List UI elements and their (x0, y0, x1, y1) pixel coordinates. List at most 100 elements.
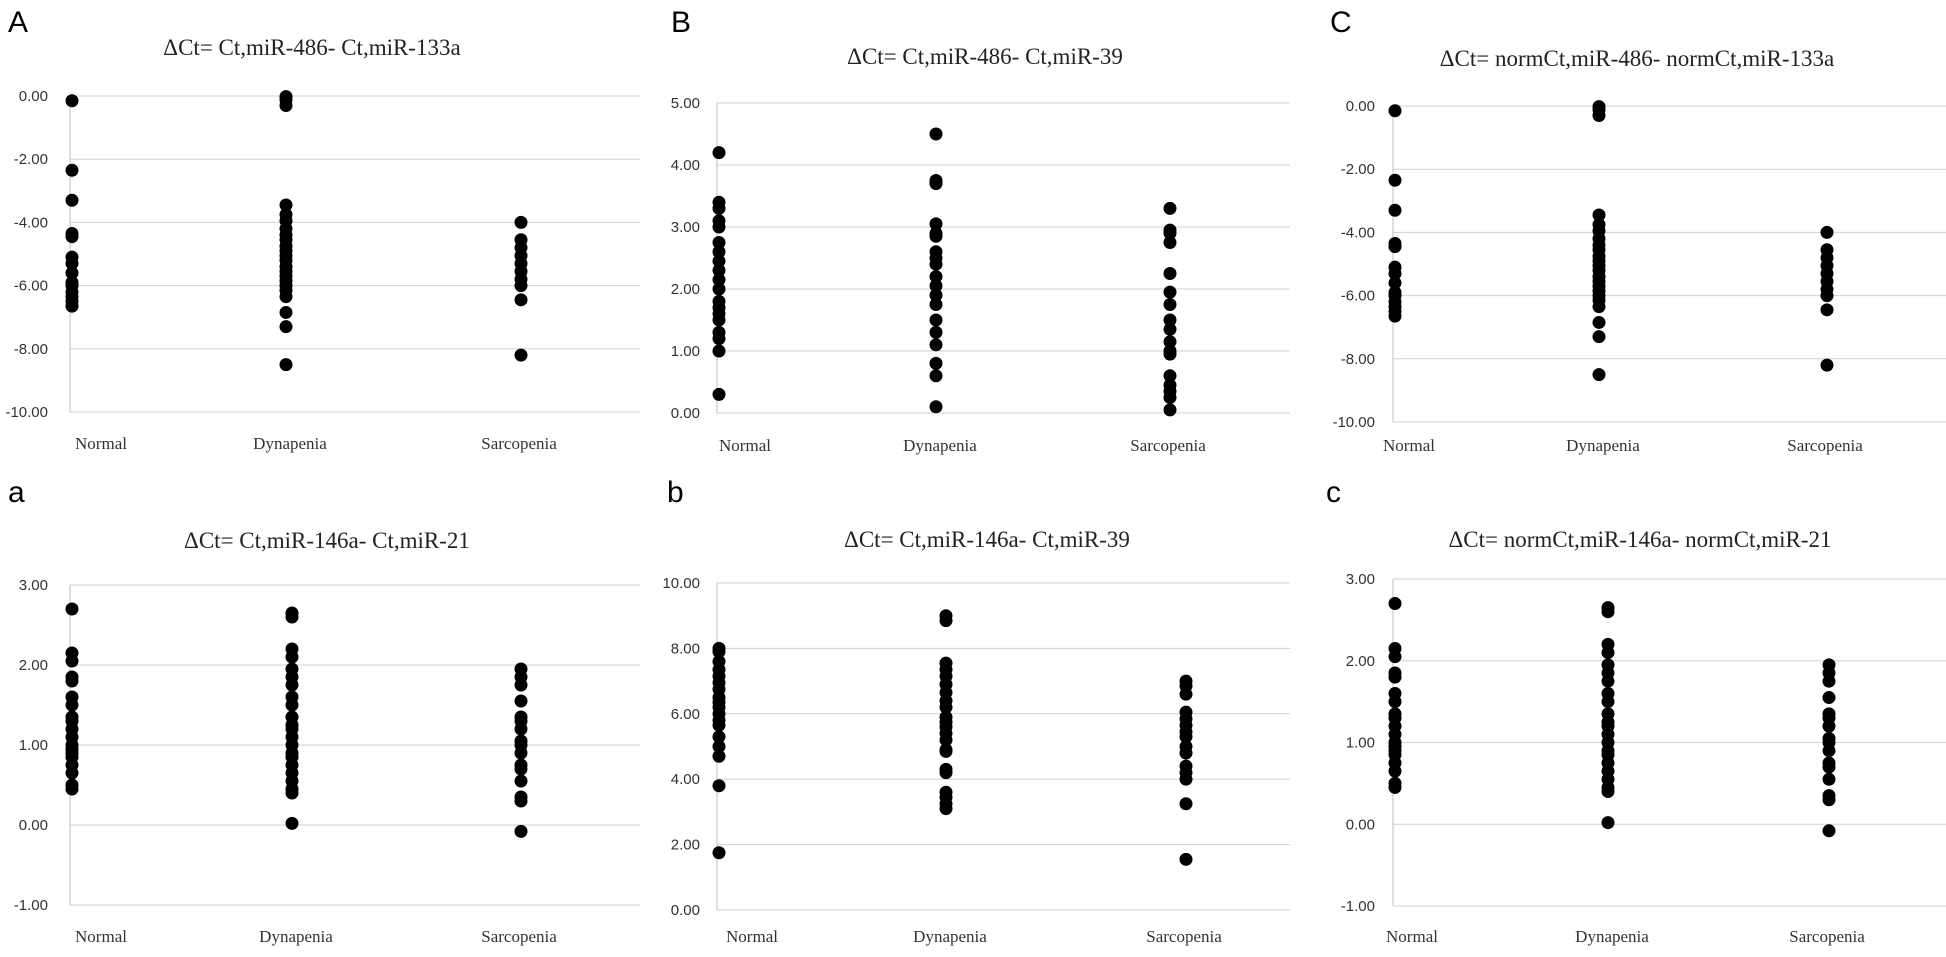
data-point (1822, 674, 1836, 688)
data-point (1388, 203, 1402, 217)
data-point (929, 313, 943, 327)
data-point (1601, 816, 1615, 830)
data-point (65, 782, 79, 796)
data-point (929, 400, 943, 414)
data-point (712, 245, 726, 259)
data-point (712, 387, 726, 401)
data-point (929, 338, 943, 352)
data-point (712, 236, 726, 249)
y-tick-label: 0.00 (1346, 98, 1375, 115)
data-point (1601, 605, 1615, 619)
data-point (1388, 266, 1402, 280)
data-point (712, 220, 726, 234)
data-point (712, 313, 726, 327)
x-category-label: Sarcopenia (481, 434, 557, 453)
data-point (279, 358, 293, 372)
data-point (1822, 824, 1836, 838)
data-point (285, 698, 299, 712)
panel-letter: a (8, 476, 25, 509)
panel-letter: C (1330, 6, 1352, 39)
chart-title: ΔCt= Ct,miR-486- Ct,miR-39 (847, 44, 1123, 69)
x-category-label: Dynapenia (903, 436, 977, 455)
data-point (712, 344, 726, 358)
data-point (1592, 315, 1606, 329)
y-tick-label: -1.00 (1341, 898, 1375, 915)
data-point (1163, 285, 1177, 299)
data-point (1822, 760, 1836, 774)
data-point (1163, 298, 1177, 311)
data-point (712, 846, 726, 860)
data-point (939, 733, 953, 747)
data-point (1388, 650, 1402, 664)
data-point (712, 730, 726, 744)
data-point (279, 290, 293, 304)
x-category-label: Normal (75, 927, 127, 946)
y-tick-label: 0.00 (671, 902, 700, 919)
data-point (514, 824, 528, 838)
y-tick-label: 1.00 (671, 343, 700, 360)
data-point (514, 678, 528, 692)
x-category-label: Dynapenia (253, 434, 327, 453)
data-point (929, 298, 943, 311)
data-point (514, 348, 528, 362)
y-tick-label: 0.00 (19, 88, 48, 105)
chart-title: ΔCt= Ct,miR-146a- Ct,miR-21 (184, 528, 470, 553)
y-tick-label: -8.00 (14, 341, 48, 358)
data-point (712, 146, 726, 160)
y-tick-label: -2.00 (14, 151, 48, 168)
data-point (1163, 226, 1177, 240)
data-point (514, 215, 528, 229)
y-tick-label: 5.00 (671, 95, 700, 112)
data-point (929, 288, 943, 302)
data-point (65, 163, 79, 177)
data-point (514, 694, 528, 708)
y-tick-label: -1.00 (14, 897, 48, 914)
data-point (1822, 719, 1836, 733)
data-point (1388, 104, 1402, 118)
data-point (1163, 369, 1177, 383)
data-point (929, 279, 943, 293)
data-point (1601, 695, 1615, 709)
data-point (1820, 358, 1834, 372)
x-category-label: Sarcopenia (1130, 436, 1206, 455)
data-point (1163, 267, 1177, 280)
data-point (1163, 347, 1177, 361)
data-point (939, 802, 953, 816)
data-point (1822, 793, 1836, 807)
chart-panel-A: A ΔCt= Ct,miR-486- Ct,miR-133a 0.00 -2.00 -4… (5, 6, 640, 453)
data-point (1820, 225, 1834, 239)
data-point (514, 279, 528, 293)
data-point (1822, 691, 1836, 705)
chart-panel-a: a ΔCt= Ct,miR-146a- Ct,miR-21 3.00 2.00 1.00… (8, 476, 640, 946)
data-point (514, 293, 528, 307)
data-point (712, 254, 726, 268)
chart-panel-c: c ΔCt= normCt,miR-146a- normCt,miR-21 3.00… (1326, 476, 1946, 946)
data-point (1601, 674, 1615, 688)
y-tick-label: 2.00 (19, 657, 48, 674)
data-point (1388, 670, 1402, 684)
chart-title: ΔCt= Ct,miR-486- Ct,miR-133a (163, 35, 460, 60)
y-tick-label: 0.00 (19, 817, 48, 834)
y-tick-label: 0.00 (1346, 816, 1375, 833)
data-point (1820, 289, 1834, 303)
y-tick-label: 3.00 (671, 219, 700, 236)
data-point (279, 305, 293, 319)
data-point (1601, 785, 1615, 799)
data-point (712, 740, 726, 753)
data-point (939, 766, 953, 780)
data-point (1163, 322, 1177, 336)
data-point (65, 94, 79, 108)
y-tick-label: 3.00 (1346, 571, 1375, 588)
data-point (1592, 330, 1606, 344)
data-point (1163, 313, 1177, 327)
data-point (1388, 276, 1402, 290)
data-point (514, 794, 528, 808)
data-point (1592, 300, 1606, 314)
data-point (712, 332, 726, 346)
data-point (712, 718, 726, 732)
chart-title: ΔCt= Ct,miR-146a- Ct,miR-39 (844, 527, 1130, 552)
y-tick-label: -2.00 (1341, 161, 1375, 178)
y-tick-label: 1.00 (19, 737, 48, 754)
data-point (712, 749, 726, 763)
